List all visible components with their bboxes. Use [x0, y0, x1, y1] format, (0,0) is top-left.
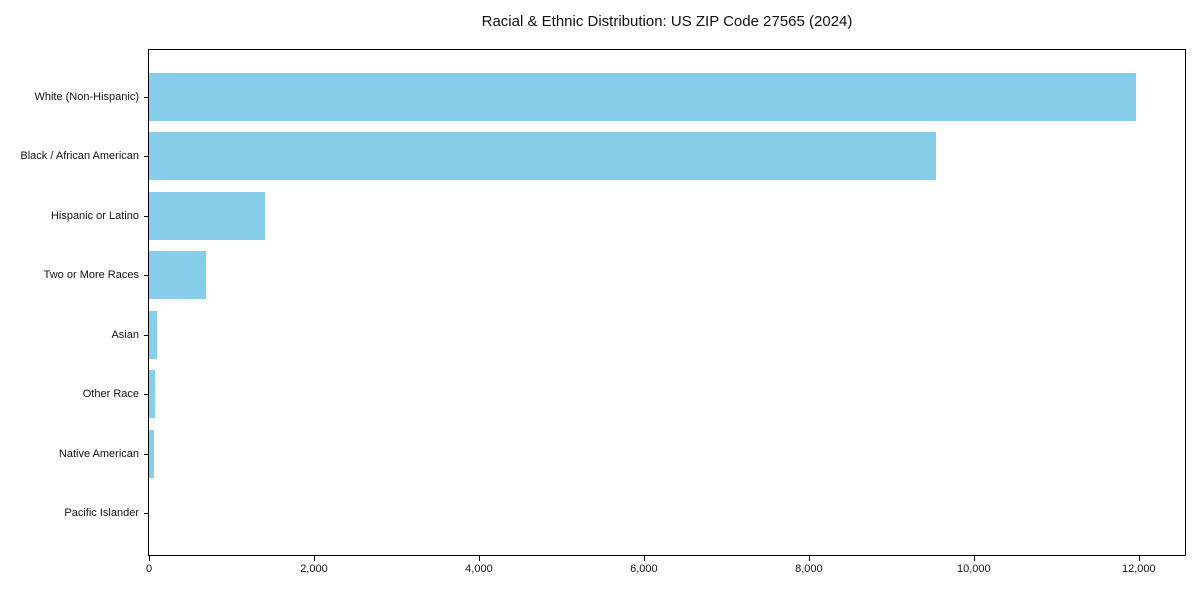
- x-axis-tick: [1138, 556, 1140, 561]
- x-axis-tick-label: 8,000: [795, 563, 823, 575]
- y-axis-label: Native American: [58, 447, 139, 460]
- y-axis-tick: [144, 334, 148, 336]
- y-axis-label: Black / African American: [20, 150, 139, 163]
- y-axis-label: White (Non-Hispanic): [34, 90, 139, 103]
- bar-row: Native American: [59, 424, 1185, 484]
- plot-area: White (Non-Hispanic) Black / African Amer…: [20, 49, 1186, 575]
- bar: [149, 370, 156, 419]
- x-axis-tick: [149, 556, 150, 561]
- y-axis-tick: [144, 96, 148, 98]
- y-axis-tick: [144, 275, 148, 277]
- y-axis-tick: [144, 513, 148, 515]
- bar: [149, 429, 154, 478]
- x-axis-tick-label: 10,000: [957, 563, 991, 575]
- y-axis-label: Asian: [111, 328, 139, 341]
- bar-row: Black / African American: [20, 127, 1185, 187]
- x-axis-tick: [973, 556, 975, 561]
- bar: [149, 132, 936, 181]
- y-axis-label: Two or More Races: [43, 269, 139, 282]
- bar: [149, 310, 157, 359]
- bar-row: Pacific Islander: [64, 484, 1185, 544]
- bar: [149, 251, 206, 300]
- x-axis-tick: [643, 556, 645, 561]
- x-axis-tick-label: 12,000: [1121, 563, 1156, 575]
- y-axis-tick: [144, 215, 148, 217]
- y-axis-tick: [144, 156, 148, 158]
- y-axis-label: Hispanic or Latino: [50, 209, 139, 222]
- bar: [149, 191, 266, 240]
- bar-row: Asian: [111, 305, 1185, 365]
- bar-row: Two or More Races: [44, 246, 1185, 306]
- bar-rows: White (Non-Hispanic) Black / African Amer…: [20, 50, 1185, 555]
- x-axis-tick: [478, 556, 480, 561]
- chart-title: Racial & Ethnic Distribution: US ZIP Cod…: [481, 13, 853, 30]
- bar-row: White (Non-Hispanic): [34, 67, 1185, 127]
- y-axis-tick: [144, 394, 148, 396]
- x-axis-tick: [808, 556, 810, 561]
- x-axis-tick-label: 0: [145, 563, 153, 575]
- y-axis-label: Other Race: [82, 388, 139, 401]
- x-axis-tick-label: 2,000: [300, 563, 328, 575]
- x-axis-tick: [313, 556, 315, 561]
- bar-row: Other Race: [83, 365, 1185, 425]
- x-axis-tick-label: 4,000: [465, 563, 493, 575]
- x-axis-tick-label: 6,000: [630, 563, 658, 575]
- y-axis-tick: [144, 453, 148, 455]
- bar: [149, 72, 1136, 121]
- bar-row: Hispanic or Latino: [51, 186, 1185, 246]
- y-axis-label: Pacific Islander: [64, 507, 139, 520]
